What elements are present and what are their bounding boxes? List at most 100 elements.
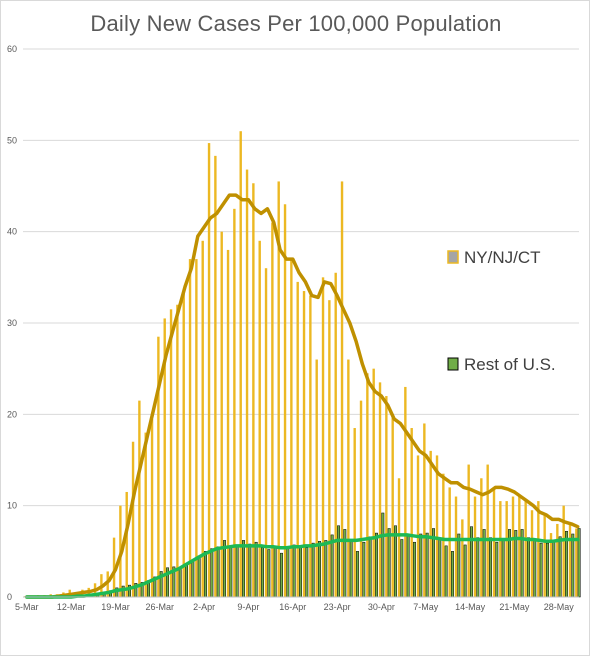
line-ny-nj-ct-average — [25, 193, 580, 599]
x-tick-label: 14-May — [455, 602, 486, 612]
bar-rest-of-us — [495, 541, 499, 598]
legend-label-ny-nj-ct: NY/NJ/CT — [464, 248, 541, 267]
bar-rest-of-us — [501, 540, 505, 598]
bar-rest-of-us — [368, 536, 372, 598]
bar-rest-of-us — [400, 539, 404, 598]
bar-rest-of-us — [514, 530, 518, 598]
bar-rest-of-us — [299, 545, 302, 598]
bar-ny-nj-ct — [328, 300, 331, 597]
bar-ny-nj-ct — [138, 400, 141, 597]
x-tick-label: 2-Apr — [193, 602, 215, 612]
bar-ny-nj-ct — [347, 359, 350, 597]
bar-ny-nj-ct — [201, 240, 204, 598]
bar-ny-nj-ct — [176, 304, 179, 597]
bar-rest-of-us — [210, 548, 214, 598]
bar-rest-of-us — [254, 541, 258, 598]
bar-ny-nj-ct — [416, 455, 420, 597]
bar-rest-of-us — [489, 537, 492, 598]
bar-rest-of-us — [558, 536, 562, 598]
bar-rest-of-us — [527, 537, 530, 598]
bar-rest-of-us — [267, 549, 271, 598]
bar-rest-of-us — [248, 543, 252, 598]
legend-label-rest-of-us: Rest of U.S. — [464, 355, 556, 374]
y-tick-label: 30 — [7, 318, 17, 328]
x-tick-label: 23-Apr — [324, 602, 351, 612]
legend: NY/NJ/CT Rest of U.S. — [447, 248, 556, 374]
y-tick-label: 20 — [7, 409, 17, 419]
bar-ny-nj-ct — [530, 510, 534, 597]
bar-ny-nj-ct — [467, 464, 470, 597]
y-tick-label: 50 — [7, 135, 17, 145]
bar-ny-nj-ct — [353, 428, 356, 597]
bar-ny-nj-ct — [524, 501, 527, 597]
line-rest-of-us-average — [25, 533, 580, 599]
bar-ny-nj-ct — [302, 291, 306, 597]
bar-ny-nj-ct — [163, 318, 166, 597]
bar-ny-nj-ct — [220, 231, 223, 597]
bar-ny-nj-ct — [169, 309, 173, 597]
bar-ny-nj-ct — [448, 487, 451, 597]
bar-ny-nj-ct — [511, 496, 515, 597]
bar-rest-of-us — [235, 545, 239, 598]
bar-ny-nj-ct — [442, 473, 445, 597]
bar-ny-nj-ct — [575, 528, 578, 597]
bar-ny-nj-ct — [252, 183, 255, 597]
bar-series-group — [24, 131, 581, 598]
bar-ny-nj-ct — [473, 496, 477, 597]
chart-title: Daily New Cases Per 100,000 Population — [90, 11, 502, 36]
bar-ny-nj-ct — [404, 386, 407, 597]
bar-rest-of-us — [546, 542, 549, 598]
bar-ny-nj-ct — [391, 414, 394, 597]
bar-ny-nj-ct — [309, 295, 312, 597]
bar-ny-nj-ct — [537, 501, 540, 597]
bar-rest-of-us — [444, 545, 448, 598]
bar-rest-of-us — [337, 525, 340, 598]
bar-ny-nj-ct — [125, 491, 128, 597]
bar-ny-nj-ct — [505, 501, 508, 597]
bar-rest-of-us — [533, 540, 537, 598]
legend-swatch-rest-of-us — [447, 357, 459, 371]
x-tick-label: 26-Mar — [146, 602, 175, 612]
bar-rest-of-us — [178, 567, 182, 598]
bar-rest-of-us — [273, 546, 277, 598]
bar-ny-nj-ct — [359, 400, 363, 597]
bar-ny-nj-ct — [226, 249, 230, 597]
bar-ny-nj-ct — [385, 396, 388, 597]
bar-ny-nj-ct — [435, 455, 439, 597]
x-tick-label: 28-May — [544, 602, 575, 612]
bar-rest-of-us — [349, 540, 353, 598]
bar-ny-nj-ct — [182, 291, 185, 597]
bar-rest-of-us — [419, 533, 423, 598]
bar-rest-of-us — [463, 544, 467, 598]
bar-ny-nj-ct — [271, 222, 274, 598]
bar-rest-of-us — [318, 541, 321, 598]
y-axis: 0 10 20 30 40 50 60 — [7, 44, 17, 602]
bar-ny-nj-ct — [112, 537, 116, 597]
bar-ny-nj-ct — [486, 464, 489, 597]
bar-rest-of-us — [571, 533, 575, 598]
bar-rest-of-us — [438, 538, 442, 598]
bar-ny-nj-ct — [157, 336, 160, 597]
bar-rest-of-us — [413, 541, 416, 598]
bar-ny-nj-ct — [195, 259, 198, 597]
bar-ny-nj-ct — [480, 478, 483, 597]
bar-ny-nj-ct — [366, 373, 369, 597]
bar-rest-of-us — [292, 544, 296, 598]
bar-rest-of-us — [425, 532, 429, 598]
bar-ny-nj-ct — [277, 181, 280, 597]
bar-rest-of-us — [356, 551, 359, 598]
bar-ny-nj-ct — [556, 523, 559, 597]
gridlines — [23, 48, 579, 507]
bar-ny-nj-ct — [423, 423, 426, 597]
bar-rest-of-us — [539, 542, 543, 598]
bar-ny-nj-ct — [150, 418, 154, 597]
bar-rest-of-us — [216, 546, 220, 598]
line-series-group — [25, 193, 580, 599]
bar-ny-nj-ct — [334, 272, 337, 597]
bar-rest-of-us — [185, 564, 188, 598]
y-tick-label: 60 — [7, 44, 17, 54]
bar-rest-of-us — [204, 551, 207, 598]
bar-rest-of-us — [261, 547, 264, 598]
